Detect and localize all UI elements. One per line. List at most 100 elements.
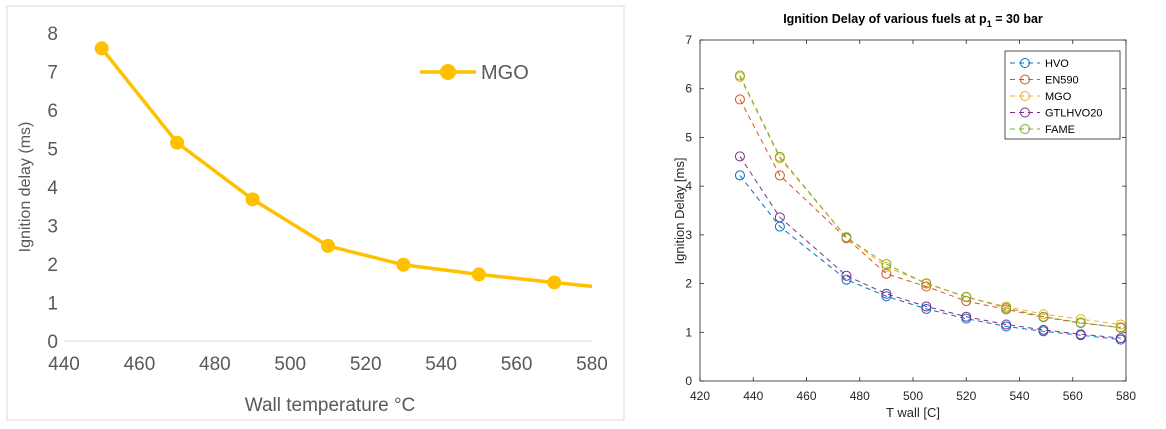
data-point <box>841 270 852 281</box>
x-tick-label: 580 <box>576 354 608 375</box>
chart-title: Ignition Delay of various fuels at p1 = … <box>783 12 1043 29</box>
x-axis-title: T wall [C] <box>886 405 940 420</box>
legend-marker <box>1020 124 1030 134</box>
data-point <box>1115 319 1126 330</box>
y-tick-label: 0 <box>47 332 58 353</box>
x-tick-label: 540 <box>425 354 457 375</box>
data-point <box>245 192 260 207</box>
data-point <box>1075 329 1086 340</box>
series-line-gtlhvo20 <box>739 156 1121 339</box>
x-tick-label: 420 <box>690 389 710 403</box>
chart-left: 0 1 2 3 4 5 6 7 8 440 460 480 500 520 540 560 580 Wall te… <box>6 5 625 421</box>
data-point <box>881 268 892 279</box>
fuels-ignition-delay-chart: 420 440 460 480 500 520 540 560 580 0 1 2 3 4 5 6 7 Ignit… <box>672 12 1136 420</box>
legend-marker <box>440 64 456 80</box>
data-point <box>471 267 486 282</box>
legend-marker <box>1020 74 1030 85</box>
data-point <box>774 151 785 162</box>
y-tick-label: 1 <box>685 325 692 339</box>
series-line-mgo <box>100 47 593 289</box>
data-point <box>734 170 745 181</box>
x-tick-label: 480 <box>199 354 231 375</box>
data-point <box>774 212 785 223</box>
y-tick-label: 5 <box>685 130 692 144</box>
data-point <box>1001 302 1012 313</box>
y-tick-label: 8 <box>47 24 58 45</box>
legend-marker <box>1020 107 1030 118</box>
data-point <box>921 281 932 292</box>
data-point <box>321 238 335 253</box>
data-point <box>1115 333 1126 344</box>
legend-label: MGO <box>481 62 529 84</box>
data-point <box>841 232 852 243</box>
data-point <box>921 278 932 289</box>
legend-label: GTLHVO20 <box>1045 108 1102 120</box>
mgo-ignition-delay-chart: 0 1 2 3 4 5 6 7 8 440 460 480 500 520 540 560 580 Wall te… <box>6 5 625 421</box>
data-point <box>921 303 932 314</box>
data-point <box>961 291 972 302</box>
data-point <box>921 301 932 312</box>
data-point <box>881 259 892 270</box>
series-line-hvo <box>739 175 1121 341</box>
y-tick-label: 3 <box>685 228 692 242</box>
x-tick-label: 580 <box>1116 389 1136 403</box>
data-point <box>1075 317 1086 328</box>
y-axis-title: Ignition Delay [ms] <box>672 158 687 265</box>
y-tick-label: 1 <box>47 294 58 315</box>
data-point <box>734 151 745 162</box>
data-point <box>881 262 892 273</box>
data-point <box>961 296 972 307</box>
legend-label: EN590 <box>1045 75 1079 87</box>
data-point <box>1115 322 1126 333</box>
x-tick-label: 500 <box>903 389 923 403</box>
chart-right: 420 440 460 480 500 520 540 560 580 0 1 2 3 4 5 6 7 Ignit… <box>640 0 1166 424</box>
legend-label: HVO <box>1045 58 1069 70</box>
x-tick-label: 520 <box>956 389 976 403</box>
x-tick-label: 460 <box>796 389 816 403</box>
series-line-fame <box>739 75 1121 329</box>
legend-marker <box>1020 58 1030 68</box>
data-point <box>734 94 745 105</box>
y-axis-title: Ignition delay (ms) <box>17 122 34 253</box>
data-point <box>881 291 892 302</box>
data-point <box>774 170 785 181</box>
x-tick-label: 440 <box>743 389 763 403</box>
x-tick-label: 500 <box>274 354 306 375</box>
y-tick-label: 5 <box>47 140 58 161</box>
x-tick-label: 560 <box>501 354 533 375</box>
y-tick-label: 6 <box>685 82 692 96</box>
x-tick-label: 540 <box>1009 389 1029 403</box>
data-point <box>396 257 411 272</box>
y-tick-label: 7 <box>685 33 692 47</box>
data-point <box>1038 311 1049 322</box>
data-point <box>881 288 892 299</box>
y-tick-label: 0 <box>685 374 692 388</box>
data-point <box>1038 309 1049 320</box>
data-point <box>841 274 852 285</box>
data-point <box>734 70 745 81</box>
data-point <box>547 275 562 290</box>
y-tick-label: 6 <box>47 101 58 122</box>
data-point <box>961 311 972 322</box>
legend-label: MGO <box>1045 91 1072 103</box>
data-point <box>94 41 109 56</box>
y-tick-label: 4 <box>685 179 692 193</box>
y-tick-label: 3 <box>47 217 58 238</box>
legend-marker <box>1020 91 1030 101</box>
x-tick-label: 520 <box>350 354 382 375</box>
x-tick-label: 440 <box>48 354 80 375</box>
data-point <box>170 135 185 150</box>
y-tick-label: 7 <box>47 63 58 84</box>
chart-border <box>6 5 625 421</box>
y-tick-label: 2 <box>685 277 692 291</box>
x-tick-label: 480 <box>850 389 870 403</box>
y-tick-label: 2 <box>47 255 58 276</box>
x-axis-title: Wall temperature °C <box>245 395 416 416</box>
legend-label: FAME <box>1045 124 1075 136</box>
x-tick-label: 560 <box>1063 389 1083 403</box>
y-tick-label: 4 <box>47 178 58 199</box>
data-point <box>1001 319 1012 330</box>
x-tick-label: 460 <box>124 354 156 375</box>
data-point <box>1075 314 1086 325</box>
data-point <box>1038 324 1049 335</box>
